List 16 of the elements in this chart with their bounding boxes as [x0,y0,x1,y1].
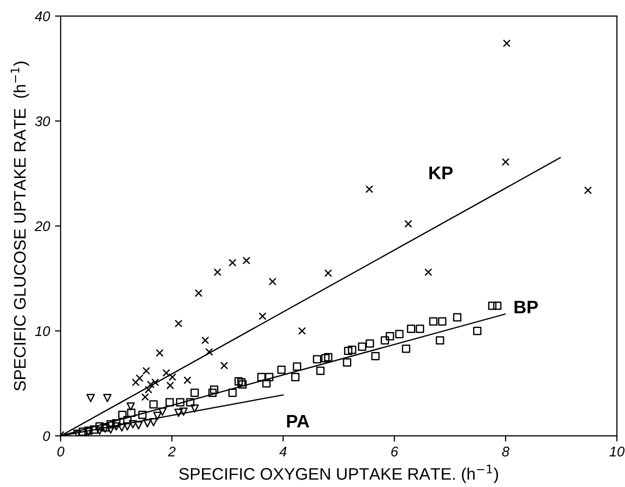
y-tick-label: 40 [34,11,50,22]
x-tick-label: 2 [168,446,176,456]
x-tick-label: 10 [610,446,624,456]
y-tick-label: 10 [35,326,50,336]
y-tick-label: 30 [35,116,50,126]
y-axis-title: SPECIFIC GLUCOSE UPTAKE RATE (h$^{−1}$) [10,62,30,391]
x-axis-title: SPECIFIC OXYGEN UPTAKE RATE. (h$^{−1}$) [179,464,498,484]
series-label: KP [429,166,453,180]
x-tick-label: 6 [391,446,398,456]
x-tick-label: 4 [279,446,286,456]
series-label: PA [287,414,310,428]
y-tick-label: 20 [34,221,50,232]
x-tick-label: 8 [502,446,510,456]
x-tick-label: 0 [57,446,64,456]
series-label: BP [514,300,538,314]
y-tick-label: 0 [43,431,50,442]
